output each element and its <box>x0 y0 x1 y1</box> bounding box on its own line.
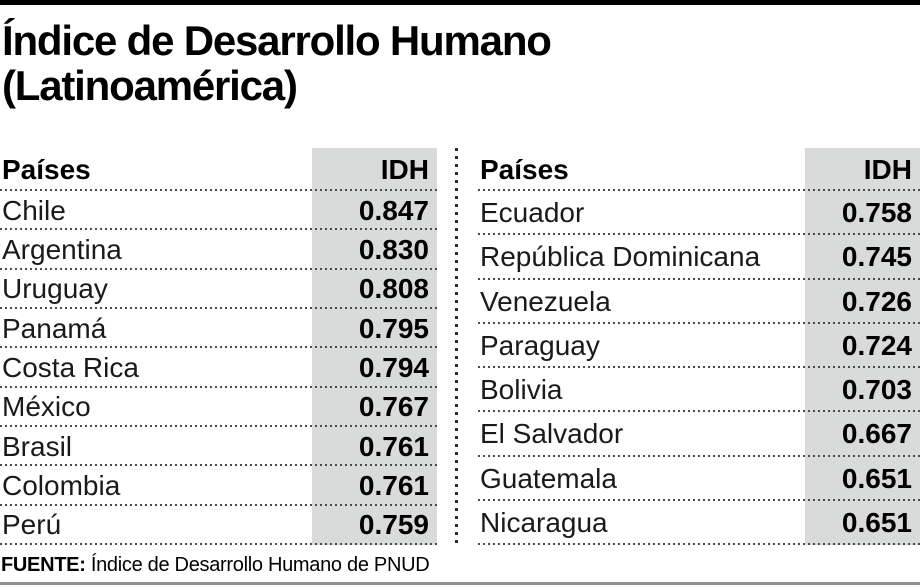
table-row: Colombia 0.761 <box>0 466 437 506</box>
dotted-vertical-divider <box>455 148 458 545</box>
table-header: Países IDH <box>0 148 437 191</box>
idh-value-cell: 0.759 <box>312 505 437 545</box>
country-cell: México <box>2 391 91 423</box>
country-cell: Colombia <box>2 469 121 501</box>
table-row: El Salvador 0.667 <box>478 412 920 457</box>
country-cell: Chile <box>2 194 66 226</box>
idh-value-cell: 0.794 <box>312 348 437 388</box>
country-cell: Guatemala <box>480 462 617 494</box>
table-header: Países IDH <box>478 148 920 191</box>
country-cell: Uruguay <box>2 273 108 305</box>
bottom-rule <box>0 582 920 585</box>
idh-value-cell: 0.758 <box>805 191 920 236</box>
source-text: Índice de Desarrollo Humano de PNUD <box>90 554 430 576</box>
idh-value-cell: 0.726 <box>805 279 920 324</box>
idh-value-cell: 0.651 <box>805 456 920 501</box>
idh-value-cell: 0.795 <box>312 308 437 349</box>
table-row: Argentina 0.830 <box>0 230 437 270</box>
table-row: República Dominicana 0.745 <box>478 235 920 280</box>
idh-value-cell: 0.847 <box>312 191 437 231</box>
idh-value-cell: 0.767 <box>312 387 437 427</box>
idh-value-cell: 0.667 <box>805 412 920 457</box>
country-cell: Nicaragua <box>480 506 608 538</box>
idh-value-cell: 0.724 <box>805 323 920 368</box>
country-cell: Panamá <box>2 312 107 344</box>
table-row: Bolivia 0.703 <box>478 368 920 413</box>
idh-value-cell: 0.651 <box>805 500 920 545</box>
tables-region: Países IDH Chile 0.847 Argentina 0.830 U… <box>0 148 920 546</box>
idh-value-cell: 0.745 <box>805 235 920 280</box>
countries-header: Países <box>2 153 91 185</box>
idh-value-cell: 0.830 <box>312 230 437 270</box>
table-row: Costa Rica 0.794 <box>0 348 437 388</box>
idh-value-cell: 0.703 <box>805 368 920 413</box>
idh-header: IDH <box>805 148 920 191</box>
table-row: Guatemala 0.651 <box>478 456 920 502</box>
table-row: México 0.767 <box>0 387 437 428</box>
idh-table-right: Países IDH Ecuador 0.758 República Domin… <box>478 148 920 546</box>
country-cell: República Dominicana <box>480 241 761 273</box>
countries-header: Países <box>480 153 569 185</box>
country-cell: Ecuador <box>480 197 585 229</box>
idh-value-cell: 0.808 <box>312 269 437 309</box>
country-cell: Brasil <box>2 430 73 462</box>
title-line-2: (Latinoamérica) <box>2 62 298 109</box>
table-row: Venezuela 0.726 <box>478 279 920 325</box>
table-row: Chile 0.847 <box>0 191 437 231</box>
idh-table-left: Países IDH Chile 0.847 Argentina 0.830 U… <box>0 148 437 546</box>
country-cell: Paraguay <box>480 329 600 361</box>
table-row: Brasil 0.761 <box>0 426 437 467</box>
country-cell: Argentina <box>2 233 122 265</box>
country-cell: Venezuela <box>480 285 611 317</box>
idh-header: IDH <box>312 148 437 191</box>
table-row: Ecuador 0.758 <box>478 191 920 236</box>
page-title: Índice de Desarrollo Humano (Latinoaméri… <box>2 18 920 108</box>
country-cell: Perú <box>2 509 62 541</box>
table-row: Paraguay 0.724 <box>478 323 920 369</box>
country-cell: Costa Rica <box>2 351 139 383</box>
top-rule <box>0 0 920 5</box>
source-label: FUENTE: <box>1 554 86 576</box>
idh-value-cell: 0.761 <box>312 426 437 467</box>
source-note: FUENTE: Índice de Desarrollo Humano de P… <box>1 554 920 577</box>
country-cell: Bolivia <box>480 374 563 406</box>
table-row: Uruguay 0.808 <box>0 269 437 310</box>
country-cell: El Salvador <box>480 418 624 450</box>
idh-value-cell: 0.761 <box>312 466 437 506</box>
title-line-1: Índice de Desarrollo Humano <box>2 17 552 64</box>
table-row: Panamá 0.795 <box>0 308 437 349</box>
table-row: Perú 0.759 <box>0 505 437 546</box>
table-row: Nicaragua 0.651 <box>478 500 920 546</box>
